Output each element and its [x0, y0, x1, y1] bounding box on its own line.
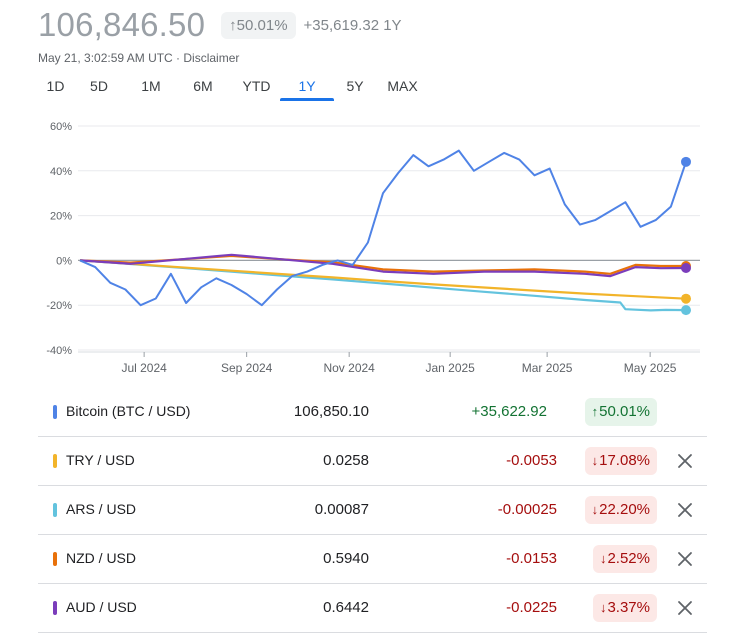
series-endpoint-4 — [681, 263, 691, 274]
y-tick-label: -20% — [46, 300, 72, 312]
series-endpoint-1 — [681, 293, 691, 304]
row-value: 0.6442 — [323, 599, 369, 616]
current-price: 106,846.50 — [38, 6, 206, 43]
arrow-down-icon: ↓ — [591, 453, 599, 468]
y-tick-label: 60% — [50, 121, 72, 133]
price-header: 106,846.50 ↑50.01% +35,619.32 1Y — [38, 6, 402, 44]
row-change: -0.0225 — [506, 599, 557, 616]
row-value: 0.00087 — [314, 501, 369, 518]
series-line-4 — [79, 253, 687, 278]
table-row: Bitcoin (BTC / USD) 106,850.10 +35,622.92 ↑… — [38, 388, 707, 437]
row-percent-value: 17.08% — [599, 452, 650, 469]
close-icon[interactable] — [675, 598, 695, 618]
x-tick-label: Jul 2024 — [121, 361, 167, 375]
row-value: 0.0258 — [323, 452, 369, 469]
series-endpoint-2 — [681, 305, 691, 316]
arrow-down-icon: ↓ — [599, 551, 607, 566]
series-color-swatch — [53, 503, 57, 517]
tab-6m[interactable]: 6M — [193, 78, 213, 94]
row-change: -0.0053 — [506, 452, 557, 469]
x-tick-label: Mar 2025 — [522, 361, 573, 375]
series-line-2 — [79, 259, 687, 312]
row-name: Bitcoin (BTC / USD) — [66, 403, 191, 419]
row-change: -0.0153 — [506, 550, 557, 567]
row-percent-value: 3.37% — [607, 599, 650, 616]
row-percent-badge: ↓ 3.37% — [592, 594, 657, 622]
row-name: TRY / USD — [66, 452, 135, 468]
tab-1d[interactable]: 1D — [46, 78, 65, 94]
row-percent-badge: ↑ 50.01% — [584, 398, 657, 426]
row-percent-badge: ↓ 17.08% — [584, 447, 657, 475]
row-value: 0.5940 — [323, 550, 369, 567]
table-row: AUD / USD 0.6442 -0.0225 ↓ 3.37% — [38, 584, 707, 633]
tab-max[interactable]: MAX — [387, 78, 418, 94]
x-tick-label: Sep 2024 — [221, 361, 273, 375]
close-icon[interactable] — [675, 549, 695, 569]
tab-1y[interactable]: 1Y — [280, 77, 334, 101]
arrow-up-icon: ↑ — [229, 16, 237, 34]
line-chart: 60% 40% 20% 0% -20% -40% Jul 2024 Sep 2024 Nov 2… — [46, 121, 700, 375]
series-color-swatch — [53, 601, 57, 615]
tab-5d[interactable]: 5D — [90, 78, 108, 94]
percent-change-value: 50.01% — [236, 16, 288, 34]
series-color-swatch — [53, 552, 57, 566]
tab-ytd[interactable]: YTD — [242, 78, 271, 94]
table-row: NZD / USD 0.5940 -0.0153 ↓ 2.52% — [38, 535, 707, 584]
y-tick-label: -40% — [46, 345, 72, 357]
row-percent-value: 2.52% — [607, 550, 650, 567]
absolute-change: +35,619.32 1Y — [303, 16, 402, 34]
range-tabs: 1D 5D 1M 6M YTD 1Y 5Y MAX — [38, 77, 425, 101]
table-row: TRY / USD 0.0258 -0.0053 ↓ 17.08% — [38, 437, 707, 486]
row-name: AUD / USD — [66, 599, 137, 615]
row-percent-value: 22.20% — [599, 501, 650, 518]
comparison-table: Bitcoin (BTC / USD) 106,850.10 +35,622.92 ↑… — [38, 388, 707, 633]
close-icon[interactable] — [675, 451, 695, 471]
series-color-swatch — [53, 454, 57, 468]
x-tick-label: Nov 2024 — [323, 361, 375, 375]
row-percent-value: 50.01% — [599, 403, 650, 420]
series-line-0 — [79, 149, 687, 307]
row-percent-badge: ↓ 2.52% — [592, 545, 657, 573]
series-endpoint-0 — [681, 156, 691, 167]
timestamp-disclaimer: May 21, 3:02:59 AM UTC · Disclaimer — [38, 51, 240, 65]
row-change: -0.00025 — [497, 501, 557, 518]
series-line-1 — [79, 259, 687, 300]
row-percent-badge: ↓ 22.20% — [584, 496, 657, 524]
row-value: 106,850.10 — [293, 403, 369, 420]
y-tick-label: 0% — [56, 255, 72, 267]
series-color-swatch — [53, 405, 57, 419]
close-icon[interactable] — [675, 500, 695, 520]
row-name: NZD / USD — [66, 550, 136, 566]
y-tick-label: 40% — [50, 166, 72, 178]
x-tick-label: Jan 2025 — [425, 361, 475, 375]
arrow-down-icon: ↓ — [599, 600, 607, 615]
row-name: ARS / USD — [66, 501, 137, 517]
arrow-up-icon: ↑ — [591, 404, 599, 419]
tab-5y[interactable]: 5Y — [346, 78, 364, 94]
arrow-down-icon: ↓ — [591, 502, 599, 517]
table-row: ARS / USD 0.00087 -0.00025 ↓ 22.20% — [38, 486, 707, 535]
x-tick-label: May 2025 — [624, 361, 677, 375]
row-change: +35,622.92 — [471, 403, 548, 420]
y-tick-label: 20% — [50, 211, 72, 223]
percent-change-chip: ↑50.01% — [221, 11, 296, 39]
tab-1m[interactable]: 1M — [141, 78, 161, 94]
